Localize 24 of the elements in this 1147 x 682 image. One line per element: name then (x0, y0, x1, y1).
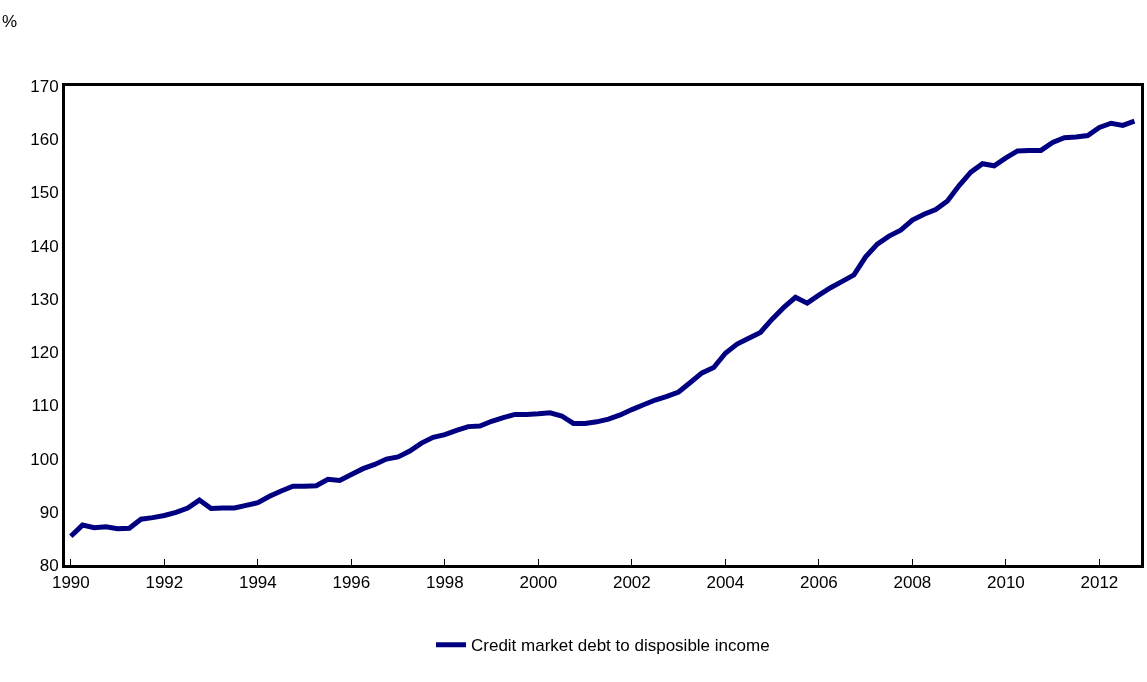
x-tick-label: 2004 (706, 573, 745, 593)
y-tick-label: 110 (31, 396, 59, 416)
x-tick-label: 2012 (1080, 573, 1119, 593)
y-tick-label: 140 (30, 236, 59, 256)
x-tick-label: 1992 (145, 573, 184, 593)
x-tick-label: 2002 (612, 573, 651, 593)
x-tick-label: 2010 (986, 573, 1025, 593)
y-axis-title: % (2, 12, 18, 31)
x-tick-label: 1994 (238, 573, 277, 593)
y-tick-label: 130 (30, 289, 59, 309)
x-tick-label: 2006 (799, 573, 838, 593)
y-tick-label: 80 (39, 555, 59, 575)
x-tick-label: 2000 (519, 573, 558, 593)
x-tick-label: 1998 (425, 573, 464, 593)
y-tick-label: 90 (39, 502, 59, 522)
legend-label: Credit market debt to disposible income (471, 636, 770, 656)
y-tick-label: 170 (30, 76, 59, 96)
x-tick-label: 1996 (332, 573, 371, 593)
y-tick-label: 100 (30, 449, 59, 469)
x-tick-label: 1990 (51, 573, 90, 593)
y-tick-label: 120 (30, 343, 59, 363)
x-tick-label: 2008 (893, 573, 932, 593)
y-tick-label: 160 (30, 130, 59, 150)
y-tick-label: 150 (30, 183, 59, 203)
